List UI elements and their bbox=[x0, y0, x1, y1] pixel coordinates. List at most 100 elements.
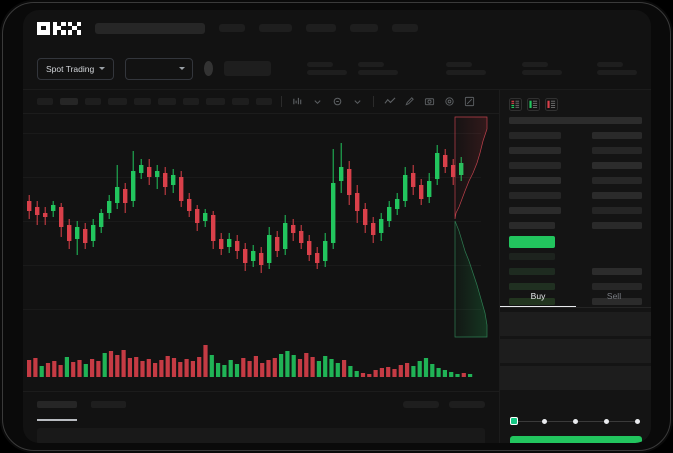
both-depth-icon[interactable] bbox=[509, 98, 522, 111]
orderbook-ask-total bbox=[592, 162, 642, 169]
orderbook-ask-row[interactable] bbox=[509, 147, 561, 154]
timeframe-9[interactable] bbox=[232, 98, 249, 105]
logo-x-icon bbox=[68, 21, 81, 35]
market-stat-1 bbox=[307, 62, 348, 75]
orderbook-and-trade-panel: Buy Sell bbox=[499, 90, 651, 443]
okx-logo[interactable] bbox=[37, 21, 81, 35]
pair-token-avatar bbox=[203, 61, 213, 76]
app-screen: Spot Trading bbox=[23, 10, 651, 443]
nav-item-5[interactable] bbox=[392, 24, 418, 32]
orders-tab-active-underline bbox=[37, 419, 77, 421]
chart-toolbar bbox=[23, 90, 651, 114]
timeframe-8[interactable] bbox=[206, 98, 225, 105]
nav-item-1[interactable] bbox=[219, 24, 245, 32]
orderbook-ask-row[interactable] bbox=[509, 207, 561, 214]
orderbook-col-header-total bbox=[582, 117, 642, 124]
chevron-down-icon-2[interactable] bbox=[351, 95, 364, 108]
orderbook-ask-row[interactable] bbox=[509, 192, 561, 199]
orderbook-bid-total bbox=[592, 298, 642, 305]
market-stat-3 bbox=[446, 62, 487, 75]
trading-mode-selector[interactable]: Spot Trading bbox=[37, 57, 115, 80]
timeframe-7[interactable] bbox=[183, 98, 199, 105]
slider-handle[interactable] bbox=[510, 416, 518, 425]
orderbook-ask-row[interactable] bbox=[509, 222, 555, 229]
orders-tab-open[interactable] bbox=[37, 401, 77, 408]
orderbook-ask-total bbox=[592, 207, 642, 214]
right-panel-footer bbox=[499, 391, 651, 443]
submit-buy-button[interactable] bbox=[510, 436, 642, 443]
pair-select-dropdown[interactable] bbox=[125, 57, 193, 80]
nav-search-field[interactable] bbox=[95, 22, 205, 34]
market-stat-2 bbox=[358, 62, 399, 75]
pair-name-label bbox=[223, 61, 271, 76]
orderbook-ask-row[interactable] bbox=[509, 162, 561, 169]
camera-icon[interactable] bbox=[423, 95, 436, 108]
chart-gridline bbox=[23, 133, 481, 134]
orderbook-ask-total bbox=[592, 222, 642, 229]
orderbook-bid-total bbox=[592, 283, 642, 290]
nav-item-4[interactable] bbox=[350, 24, 378, 32]
orderbook-rows[interactable] bbox=[500, 117, 651, 305]
orders-action-2[interactable] bbox=[449, 401, 485, 408]
chevron-down-icon bbox=[178, 67, 185, 70]
chevron-down-icon[interactable] bbox=[311, 95, 324, 108]
orderbook-bid-total bbox=[592, 268, 642, 275]
nav-item-2[interactable] bbox=[259, 24, 292, 32]
orderbook-ask-row[interactable] bbox=[509, 132, 561, 139]
toolbar-divider bbox=[281, 96, 282, 107]
line-chart-icon[interactable] bbox=[383, 95, 396, 108]
chart-gridline bbox=[23, 221, 481, 222]
orderbook-bid-row[interactable] bbox=[509, 268, 555, 275]
slider-step-50[interactable] bbox=[573, 418, 578, 424]
order-total-field[interactable] bbox=[500, 366, 651, 390]
orders-panel bbox=[23, 391, 499, 443]
slider-step-25[interactable] bbox=[542, 418, 547, 424]
buy-sell-tabs: Buy Sell bbox=[500, 286, 651, 308]
timeframe-4[interactable] bbox=[108, 98, 127, 105]
toolbar-divider-2 bbox=[373, 96, 374, 107]
top-navigation-bar bbox=[23, 10, 651, 46]
orders-tab-history[interactable] bbox=[91, 401, 126, 408]
orderbook-col-header-price bbox=[509, 117, 585, 124]
chevron-down-icon bbox=[99, 67, 106, 70]
timeframe-2-active[interactable] bbox=[60, 98, 78, 105]
nav-item-3[interactable] bbox=[306, 24, 336, 32]
chart-gridline bbox=[23, 309, 481, 310]
slider-step-100[interactable] bbox=[635, 418, 640, 424]
bids-depth-icon[interactable] bbox=[527, 98, 540, 111]
indicator-icon[interactable] bbox=[331, 95, 344, 108]
orderbook-bid-row[interactable] bbox=[509, 253, 555, 260]
market-depth-overlay bbox=[447, 115, 499, 340]
market-stat-5 bbox=[597, 62, 638, 75]
timeframe-1[interactable] bbox=[37, 98, 53, 105]
asks-depth-icon[interactable] bbox=[545, 98, 558, 111]
chart-gridline bbox=[23, 177, 481, 178]
amount-percent-slider[interactable] bbox=[510, 416, 642, 426]
market-subheader: Spot Trading bbox=[23, 48, 651, 90]
pencil-icon[interactable] bbox=[403, 95, 416, 108]
orderbook-ask-total bbox=[592, 177, 642, 184]
timeframe-10[interactable] bbox=[256, 98, 272, 105]
timeframe-6[interactable] bbox=[158, 98, 176, 105]
asks-depth-area bbox=[454, 116, 488, 220]
tab-sell[interactable]: Sell bbox=[606, 291, 622, 301]
timeframe-3[interactable] bbox=[85, 98, 101, 105]
slider-step-75[interactable] bbox=[604, 418, 609, 424]
order-price-field[interactable] bbox=[500, 312, 651, 336]
orderbook-bid-row[interactable] bbox=[509, 283, 555, 290]
fullscreen-icon[interactable] bbox=[463, 95, 476, 108]
candlestick-chart-icon[interactable] bbox=[291, 95, 304, 108]
orderbook-ask-row[interactable] bbox=[509, 177, 561, 184]
orders-action-1[interactable] bbox=[403, 401, 439, 408]
order-amount-field[interactable] bbox=[500, 339, 651, 363]
orders-empty-row bbox=[37, 428, 485, 443]
orderbook-ask-total bbox=[592, 132, 642, 139]
bids-depth-area bbox=[454, 220, 488, 338]
price-chart-panel[interactable] bbox=[23, 115, 481, 391]
timeframe-5[interactable] bbox=[134, 98, 151, 105]
tab-buy[interactable]: Buy bbox=[500, 286, 576, 307]
orderbook-bid-row[interactable] bbox=[509, 298, 555, 305]
candlestick-series bbox=[27, 143, 464, 273]
orderbook-view-toggles bbox=[500, 90, 651, 117]
settings-gear-icon[interactable] bbox=[443, 95, 456, 108]
